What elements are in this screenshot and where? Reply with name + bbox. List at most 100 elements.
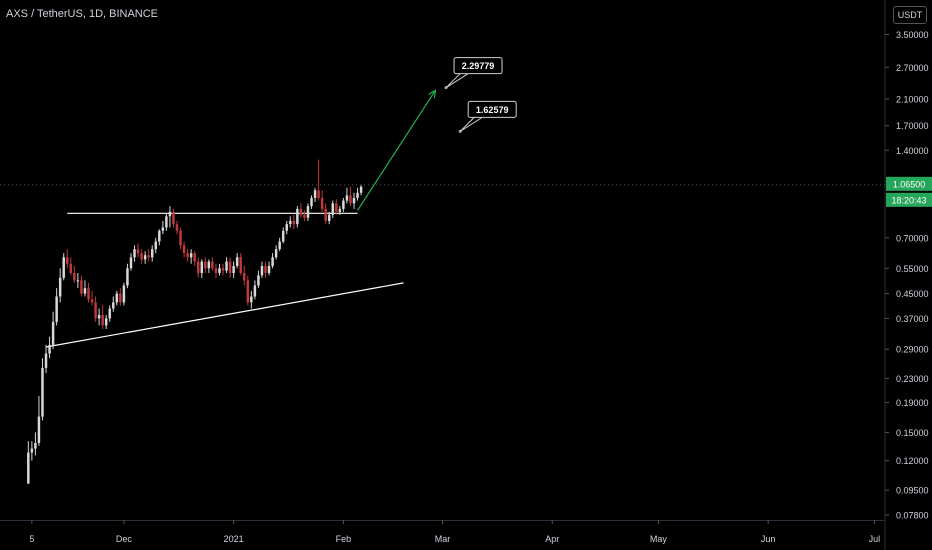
price-axis: 3.50000 2.70000 2.10000 1.70000 1.40000 0.700… bbox=[884, 0, 929, 550]
candle bbox=[90, 290, 94, 306]
candle bbox=[147, 249, 150, 262]
candle-body bbox=[172, 211, 175, 225]
candle bbox=[94, 296, 97, 322]
time-axis: 5 Dec 2021 Feb Mar Apr May Jun Jul bbox=[0, 520, 885, 544]
candle bbox=[51, 311, 55, 350]
candle-body bbox=[150, 249, 154, 258]
candle-body bbox=[175, 224, 179, 231]
candle bbox=[253, 280, 257, 300]
candle bbox=[133, 245, 136, 262]
candle-body bbox=[352, 197, 356, 204]
candle-body bbox=[34, 442, 37, 449]
candle bbox=[41, 358, 44, 421]
last-price-tags: 1.06500 18:20:43 bbox=[886, 176, 932, 207]
candle-body bbox=[200, 261, 204, 273]
last-price-value: 1.06500 bbox=[893, 179, 926, 189]
candle-body bbox=[147, 255, 150, 258]
candle-body bbox=[94, 302, 97, 319]
candle-body bbox=[204, 261, 207, 269]
candle bbox=[119, 288, 122, 306]
candle-body bbox=[342, 200, 345, 209]
callout-box bbox=[467, 100, 517, 118]
callout-box bbox=[453, 57, 503, 75]
candle-body bbox=[168, 211, 172, 217]
candle-body bbox=[359, 186, 363, 193]
candle bbox=[246, 275, 250, 306]
candle-body bbox=[271, 257, 274, 267]
candle-body bbox=[62, 257, 65, 278]
currency-button[interactable]: USDT bbox=[893, 6, 927, 24]
countdown-value: 18:20:43 bbox=[891, 195, 926, 205]
candle-body bbox=[214, 268, 218, 273]
candle-body bbox=[243, 272, 246, 281]
candle-body bbox=[41, 367, 44, 417]
candle bbox=[129, 253, 133, 271]
candle-body bbox=[349, 195, 352, 204]
time-tick-label: 2021 bbox=[224, 534, 244, 544]
price-tick-label: 3.50000 bbox=[896, 30, 929, 40]
callout-label: 2.29779 bbox=[462, 61, 495, 71]
time-tick-label: May bbox=[650, 534, 668, 544]
candle-body bbox=[122, 285, 126, 303]
price-tick-label: 1.70000 bbox=[896, 121, 929, 131]
candle-body bbox=[221, 268, 225, 271]
candle-body bbox=[317, 190, 320, 198]
candle-body bbox=[274, 249, 278, 258]
candle bbox=[228, 257, 232, 278]
price-tick-label: 0.55000 bbox=[896, 264, 929, 274]
candle bbox=[281, 227, 285, 244]
candle-body bbox=[80, 280, 83, 294]
candle bbox=[193, 251, 196, 267]
candle bbox=[115, 290, 119, 306]
candle bbox=[179, 227, 182, 250]
candle-body bbox=[331, 203, 334, 215]
candle-body bbox=[37, 416, 41, 443]
candle bbox=[320, 190, 324, 212]
candle-body bbox=[267, 266, 271, 273]
candle bbox=[214, 263, 218, 278]
candle-body bbox=[211, 261, 214, 269]
candle-body bbox=[108, 308, 111, 319]
candle bbox=[175, 220, 179, 235]
candle bbox=[122, 282, 126, 306]
candle bbox=[345, 187, 349, 204]
candle bbox=[292, 214, 296, 230]
price-tick-label: 2.70000 bbox=[896, 63, 929, 73]
candle-body bbox=[278, 241, 281, 250]
candle bbox=[73, 266, 76, 283]
candle-body bbox=[246, 280, 250, 303]
candle-body bbox=[296, 208, 299, 225]
candle bbox=[289, 216, 292, 228]
candle bbox=[101, 305, 104, 330]
candle-body bbox=[126, 268, 129, 286]
candle bbox=[97, 308, 101, 326]
drawings-layer bbox=[0, 89, 885, 348]
time-tick-label: Apr bbox=[545, 534, 559, 544]
candle-body bbox=[257, 275, 260, 286]
chart-title: AXS / TetherUS, 1D, BINANCE bbox=[6, 8, 159, 20]
candle-body bbox=[281, 230, 285, 242]
candle bbox=[211, 257, 214, 271]
candle-body bbox=[253, 285, 257, 297]
candle bbox=[108, 305, 111, 322]
candle-body bbox=[320, 197, 324, 209]
candle bbox=[235, 253, 239, 269]
candle-body bbox=[143, 255, 147, 260]
countdown-tag bbox=[886, 192, 932, 207]
candle-body bbox=[335, 203, 338, 212]
candle-body bbox=[235, 257, 239, 267]
price-tick-label: 0.15000 bbox=[896, 428, 929, 438]
candle-body bbox=[292, 220, 296, 225]
candle bbox=[335, 199, 338, 215]
candle bbox=[154, 237, 157, 254]
candle-body bbox=[264, 266, 267, 273]
candle-body bbox=[133, 249, 136, 258]
price-tick-label: 0.37000 bbox=[896, 314, 929, 324]
callout-pointer bbox=[445, 73, 469, 89]
candle-body bbox=[76, 280, 80, 282]
price-tick-label: 0.45000 bbox=[896, 289, 929, 299]
candle-body bbox=[129, 257, 133, 269]
candle-body bbox=[30, 448, 34, 453]
candle-body bbox=[193, 253, 196, 262]
